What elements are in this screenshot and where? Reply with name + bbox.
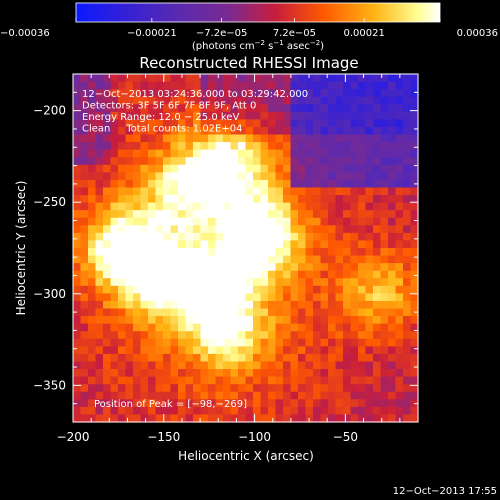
y-tick-label: −250 xyxy=(33,195,66,209)
x-axis-label: Heliocentric X (arcsec) xyxy=(178,449,314,463)
colorbar-tick-label: −7.2e−05 xyxy=(196,28,248,39)
observation-info: 12−Oct−2013 03:24:36.000 to 03:29:42.000… xyxy=(82,89,308,135)
x-tick-label: −200 xyxy=(57,430,90,444)
y-tick-label: −300 xyxy=(33,287,66,301)
colorbar-tick-label: 0.00021 xyxy=(343,28,384,39)
info-line: 12−Oct−2013 03:24:36.000 to 03:29:42.000 xyxy=(82,89,308,100)
y-axis-label: Heliocentric Y (arcsec) xyxy=(14,181,28,316)
y-tick-label: −200 xyxy=(33,104,66,118)
colorbar-ticks: −0.00036 −0.00021 −7.2e−05 7.2e−05 0.00021 0.… xyxy=(0,18,498,39)
colorbar-tick-label: −0.00036 xyxy=(0,28,50,39)
info-line: Energy Range: 12.0 − 25.0 keV xyxy=(82,112,239,123)
x-tick-label: −50 xyxy=(333,430,358,444)
info-line: Detectors: 3F 5F 6F 7F 8F 9F, Att 0 xyxy=(82,101,256,112)
x-axis-ticks: −200 −150 −100 −50 xyxy=(57,74,419,444)
heatmap-image xyxy=(73,74,419,423)
chart-title: Reconstructed RHESSI Image xyxy=(139,54,358,72)
plot-frame xyxy=(72,73,419,423)
x-tick-label: −100 xyxy=(238,430,271,444)
x-tick-label: −150 xyxy=(147,430,180,444)
colorbar-tick-label: 0.00036 xyxy=(457,28,498,39)
y-axis-ticks: −200 −250 −300 −350 xyxy=(33,73,418,423)
colorbar xyxy=(75,2,441,23)
footer-timestamp: 12−Oct−2013 17:55 xyxy=(393,486,497,497)
colorbar-tick-label: 7.2e−05 xyxy=(273,28,316,39)
peak-position-label: Position of Peak = [−98,−269] xyxy=(94,399,247,410)
y-tick-label: −350 xyxy=(33,378,66,392)
colorbar-tick-label: −0.00021 xyxy=(127,28,177,39)
info-line: Clean Total counts: 1.02E+04 xyxy=(82,124,242,135)
colorbar-units-label: (photons cm−2 s−1 asec−2) xyxy=(192,39,324,52)
